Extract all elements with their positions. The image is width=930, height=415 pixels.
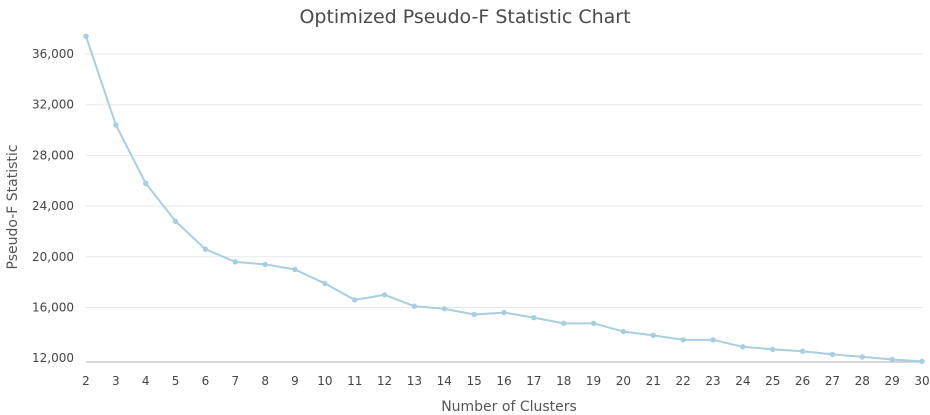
- x-tick-label: 24: [735, 374, 750, 388]
- data-point[interactable]: [113, 122, 119, 128]
- data-point[interactable]: [501, 309, 507, 316]
- x-tick-label: 30: [914, 374, 929, 388]
- data-point[interactable]: [411, 303, 418, 309]
- x-tick-label: 4: [142, 374, 150, 388]
- x-tick-label: 20: [616, 374, 631, 388]
- x-tick-label: 11: [347, 374, 362, 388]
- x-tick-label: 14: [437, 374, 452, 388]
- data-point[interactable]: [322, 280, 328, 287]
- data-point[interactable]: [680, 337, 686, 343]
- x-tick-label: 17: [526, 374, 541, 388]
- y-tick-label: 24,000: [32, 199, 74, 213]
- chart-title: Optimized Pseudo-F Statistic Chart: [299, 6, 630, 28]
- series-layer: [83, 33, 925, 365]
- x-tick-label: 19: [586, 374, 601, 388]
- data-point[interactable]: [143, 180, 149, 186]
- data-point[interactable]: [620, 328, 627, 335]
- data-point[interactable]: [381, 292, 388, 298]
- x-tick-label: 15: [467, 374, 482, 388]
- y-tick-label: 20,000: [32, 250, 74, 264]
- x-tick-label: 29: [885, 374, 900, 388]
- data-point[interactable]: [590, 320, 597, 327]
- x-tick-label: 23: [705, 374, 720, 388]
- x-tick-label: 26: [795, 374, 810, 388]
- data-point[interactable]: [919, 358, 925, 365]
- data-point[interactable]: [740, 344, 746, 350]
- x-axis-ticks: 2 3 4 5 6 7 8 9 10 11 12 13 14 15 16 17 18 19 20 21 22 23 24 25…: [82, 374, 929, 388]
- data-point[interactable]: [799, 348, 806, 354]
- data-point[interactable]: [232, 259, 238, 265]
- x-axis-label: Number of Clusters: [441, 399, 577, 415]
- data-point[interactable]: [650, 332, 656, 339]
- y-tick-label: 36,000: [32, 47, 74, 61]
- y-tick-label: 12,000: [32, 351, 74, 365]
- x-tick-label: 25: [765, 374, 780, 388]
- y-tick-label: 16,000: [32, 301, 74, 315]
- data-point[interactable]: [83, 33, 89, 39]
- data-point[interactable]: [471, 311, 477, 318]
- data-point[interactable]: [202, 246, 209, 252]
- x-tick-label: 27: [825, 374, 840, 388]
- x-tick-label: 28: [855, 374, 870, 388]
- data-point[interactable]: [710, 337, 716, 343]
- x-tick-label: 5: [172, 374, 180, 388]
- data-point[interactable]: [770, 346, 776, 353]
- data-point[interactable]: [262, 261, 268, 268]
- y-axis-ticks: 12,000 16,000 20,000 24,000 28,000 32,000 36,0…: [32, 47, 74, 365]
- x-tick-label: 10: [317, 374, 332, 388]
- data-point[interactable]: [352, 297, 358, 303]
- data-point[interactable]: [889, 356, 895, 363]
- gridlines: [86, 53, 922, 363]
- x-tick-label: 12: [377, 374, 392, 388]
- data-point[interactable]: [292, 266, 298, 273]
- x-tick-label: 8: [261, 374, 269, 388]
- data-point[interactable]: [561, 320, 567, 327]
- x-tick-label: 18: [556, 374, 571, 388]
- x-tick-label: 16: [496, 374, 511, 388]
- y-tick-label: 32,000: [32, 98, 74, 112]
- x-tick-label: 9: [291, 374, 299, 388]
- data-point[interactable]: [441, 306, 447, 312]
- x-tick-label: 13: [407, 374, 422, 388]
- data-point[interactable]: [859, 354, 865, 360]
- data-point[interactable]: [531, 314, 537, 321]
- data-point[interactable]: [829, 351, 836, 358]
- x-tick-label: 2: [82, 374, 90, 388]
- x-tick-label: 3: [112, 374, 120, 388]
- x-tick-label: 21: [646, 374, 661, 388]
- data-point[interactable]: [172, 218, 179, 225]
- x-tick-label: 22: [676, 374, 691, 388]
- y-axis-label: Pseudo-F Statistic: [5, 145, 21, 270]
- x-tick-label: 7: [231, 374, 239, 388]
- x-tick-label: 6: [202, 374, 210, 388]
- y-tick-label: 28,000: [32, 148, 74, 162]
